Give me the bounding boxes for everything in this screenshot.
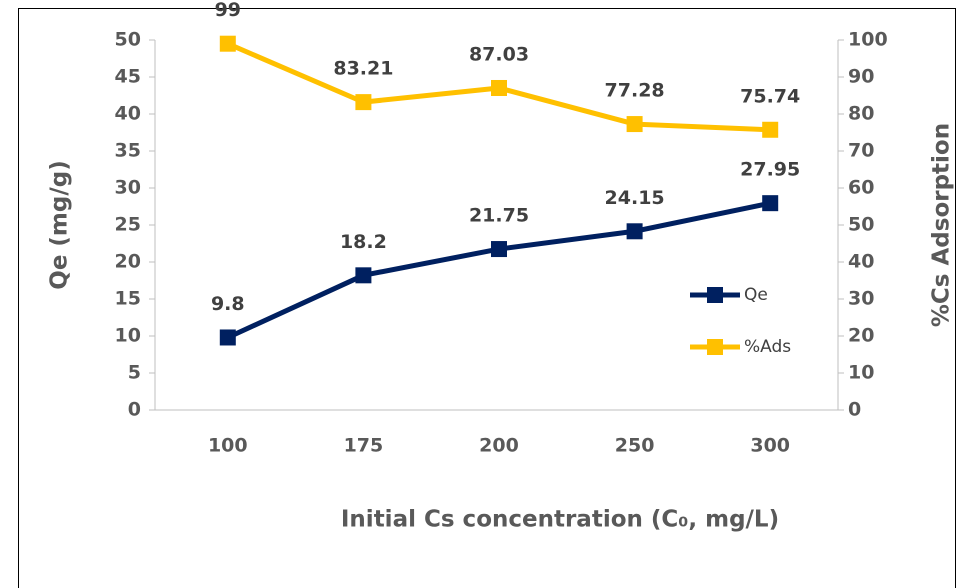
y2-tick-label: 80 xyxy=(848,103,874,125)
data-label: 87.03 xyxy=(469,43,529,65)
y-tick-label: 0 xyxy=(128,399,141,421)
marker xyxy=(762,121,779,138)
y-tick-label: 20 xyxy=(115,251,141,273)
y-tick-label: 5 xyxy=(128,362,141,384)
y-axis-title: Qe (mg/g) xyxy=(47,160,73,289)
x-tick-label: 100 xyxy=(208,435,248,457)
x-tick-label: 300 xyxy=(750,435,790,457)
data-label: 83.21 xyxy=(333,58,393,80)
y2-tick-label: 50 xyxy=(848,214,874,236)
legend-marker xyxy=(707,287,723,303)
marker xyxy=(491,241,507,258)
data-label: 21.75 xyxy=(469,205,529,227)
x-axis-title: Initial Cs concentration (C₀, mg/L) xyxy=(341,507,779,533)
marker xyxy=(355,267,372,284)
y2-tick-label: 70 xyxy=(848,140,874,162)
x-tick-label: 175 xyxy=(344,435,384,457)
y2-tick-label: 10 xyxy=(848,362,874,384)
data-label: 18.2 xyxy=(340,231,387,253)
y-tick-label: 30 xyxy=(115,177,141,199)
marker xyxy=(626,223,643,240)
marker xyxy=(219,329,236,346)
legend-label: %Ads xyxy=(744,337,791,357)
marker xyxy=(491,79,507,96)
y-tick-label: 10 xyxy=(115,325,141,347)
y-tick-label: 35 xyxy=(115,140,141,162)
data-label: 27.95 xyxy=(740,159,800,181)
marker xyxy=(219,35,236,52)
legend-label: Qe xyxy=(744,285,768,305)
data-label: 24.15 xyxy=(605,187,665,209)
marker xyxy=(355,94,372,111)
x-tick-label: 200 xyxy=(479,435,519,457)
marker xyxy=(762,195,779,212)
y-tick-label: 50 xyxy=(115,29,141,51)
y2-axis-title: %Cs Adsorption xyxy=(929,123,955,327)
y2-tick-label: 60 xyxy=(848,177,874,199)
data-label: 77.28 xyxy=(605,80,665,102)
y2-tick-label: 90 xyxy=(848,66,874,88)
data-label: 9.8 xyxy=(211,293,245,315)
legend-marker xyxy=(707,339,723,355)
y2-tick-label: 20 xyxy=(848,325,874,347)
x-tick-label: 250 xyxy=(615,435,655,457)
data-label: 75.74 xyxy=(740,85,800,107)
data-label: 99 xyxy=(215,0,241,21)
y-tick-label: 40 xyxy=(115,103,141,125)
y2-tick-label: 40 xyxy=(848,251,874,273)
y2-tick-label: 100 xyxy=(848,29,888,51)
marker xyxy=(626,116,643,133)
y-tick-label: 45 xyxy=(115,66,141,88)
y2-tick-label: 30 xyxy=(848,288,874,310)
y2-tick-label: 0 xyxy=(848,399,861,421)
y-tick-label: 25 xyxy=(115,214,141,236)
frame xyxy=(18,8,956,588)
y-tick-label: 15 xyxy=(115,288,141,310)
